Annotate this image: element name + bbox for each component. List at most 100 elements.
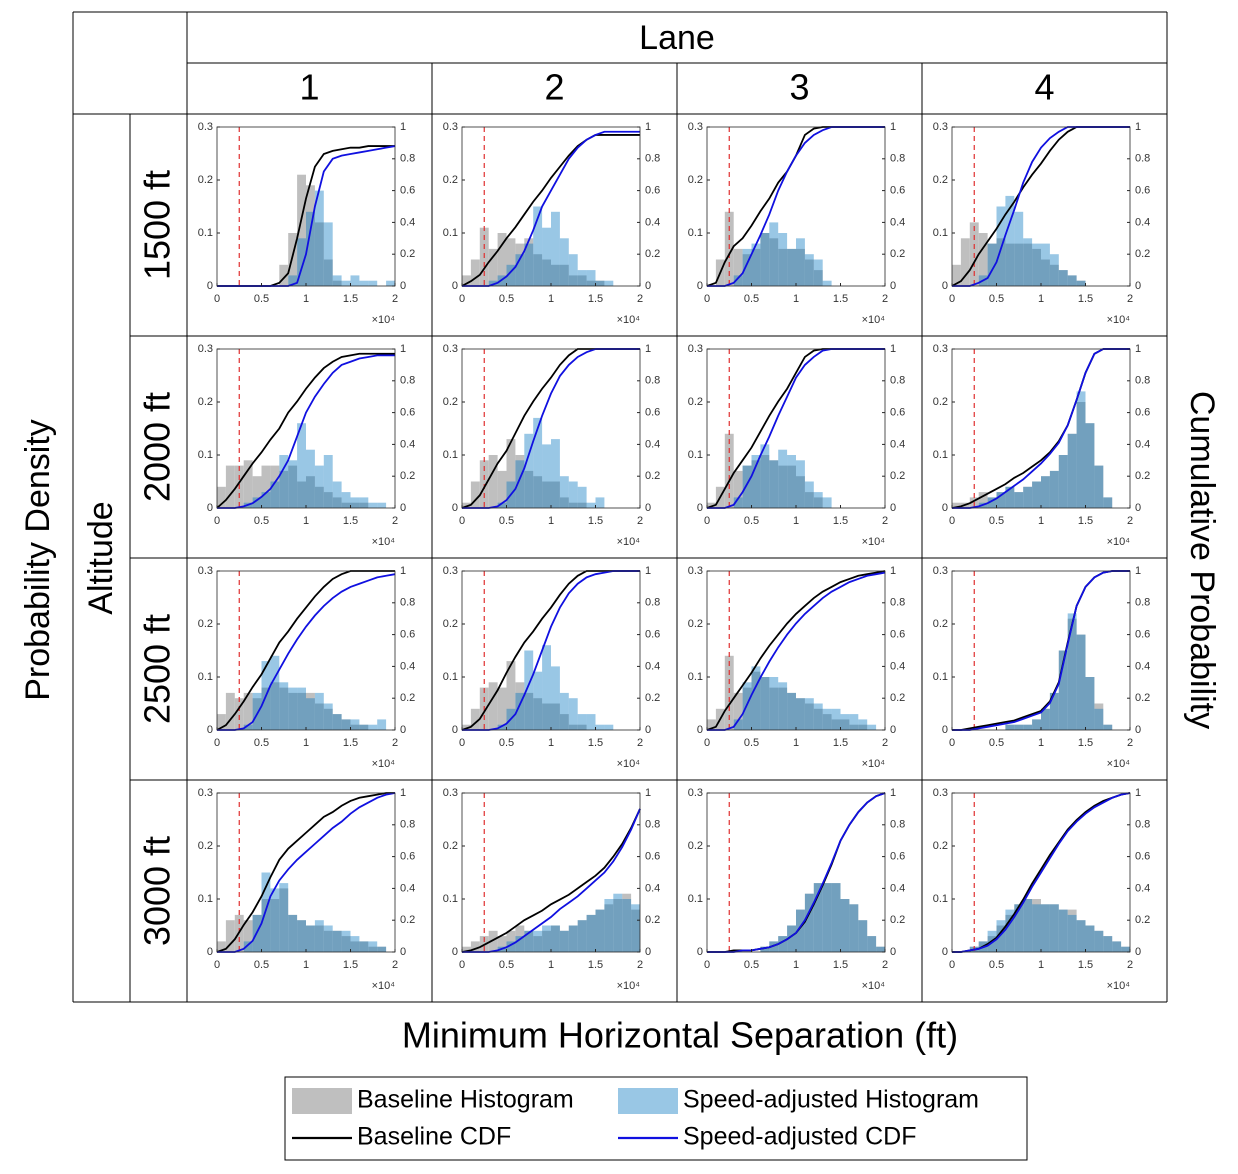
x-tick-label: 1	[1038, 737, 1044, 749]
histogram-bar	[769, 677, 779, 730]
y-tick-label: 0.1	[688, 671, 703, 683]
histogram-bar	[952, 264, 961, 286]
histogram-bar	[279, 883, 289, 952]
legend-box	[284, 1076, 1028, 1161]
histogram-bar	[577, 920, 587, 952]
y-tick-label: 0.3	[688, 121, 703, 133]
histogram-bar	[1058, 455, 1068, 508]
histogram-bar	[1058, 455, 1068, 508]
histogram-bar	[314, 222, 324, 286]
y2-tick-label: 1	[1135, 565, 1141, 577]
histogram-bar	[876, 946, 885, 952]
x-tick-label: 2	[882, 737, 888, 749]
histogram-bar	[595, 724, 605, 730]
x-tick-label: 1	[793, 293, 799, 305]
y-tick-label: 0.1	[688, 893, 703, 905]
histogram-bar	[270, 888, 280, 952]
y2-tick-label: 0	[890, 502, 896, 514]
subplot: 0 0.5 1 1.5 2 ×10⁴ 0 0.1 0.2 0.3 0 0.2 0.4 0.6 0.8 1	[443, 565, 661, 770]
histogram-bar	[796, 698, 805, 730]
histogram-bar	[849, 724, 859, 730]
cdf-line	[217, 573, 396, 731]
histogram-bar	[252, 476, 262, 508]
histogram-bar	[1085, 677, 1095, 730]
y-tick-label: 0.3	[198, 565, 213, 577]
x-exponent-label: ×10⁴	[862, 758, 886, 770]
histogram-bar	[1005, 909, 1015, 952]
subplot: 0 0.5 1 1.5 2 ×10⁴ 0 0.1 0.2 0.3 0 0.2 0.4 0.6 0.8 1	[198, 121, 416, 326]
y-tick-label: 0.3	[933, 343, 948, 355]
histogram-bar	[1005, 243, 1015, 286]
subplot: 0 0.5 1 1.5 2 ×10⁴ 0 0.1 0.2 0.3 0 0.2 0.4 0.6 0.8 1	[933, 565, 1151, 770]
table-grid	[72, 11, 1168, 1003]
x-tick-label: 0.5	[499, 515, 514, 527]
y-tick-label: 0	[452, 280, 458, 292]
histogram-bar	[751, 671, 761, 730]
cdf-line	[462, 808, 641, 953]
histogram-bar	[996, 238, 1006, 286]
histogram-bar	[1094, 930, 1104, 952]
histogram-bar	[1112, 941, 1122, 952]
histogram-bar	[1085, 423, 1095, 508]
x-tick-label: 1	[793, 737, 799, 749]
histogram-bar	[261, 492, 271, 508]
histogram-bar	[323, 259, 333, 286]
histogram-bar	[804, 893, 814, 952]
row-label: 2500 ft	[137, 614, 178, 724]
x-tick-label: 0	[214, 515, 220, 527]
histogram-bar	[270, 655, 280, 730]
histogram-bar	[1067, 914, 1077, 952]
histogram-bar	[234, 698, 244, 730]
histogram-bar	[551, 666, 560, 730]
histogram-bar	[831, 719, 841, 730]
histogram-bar	[751, 455, 761, 508]
histogram-bar	[488, 682, 498, 730]
y-tick-label: 0.1	[443, 893, 458, 905]
y-tick-label: 0.2	[443, 396, 458, 408]
x-tick-label: 0	[704, 959, 710, 971]
y2-tick-label: 0	[1135, 280, 1141, 292]
x-tick-label: 1	[548, 293, 554, 305]
x-exponent-label: ×10⁴	[372, 758, 396, 770]
histogram-bar	[840, 714, 850, 730]
y-tick-label: 0.2	[198, 618, 213, 630]
column-label: 4	[1034, 67, 1054, 108]
histogram-bar	[1023, 486, 1033, 508]
y-tick-label: 0.1	[443, 227, 458, 239]
y2-tick-label: 0.6	[400, 851, 415, 863]
histogram-bar	[1103, 497, 1113, 508]
histogram-bar	[252, 692, 262, 730]
x-tick-label: 1	[548, 515, 554, 527]
y2-tick-label: 0.4	[890, 216, 905, 228]
y-tick-label: 0	[452, 502, 458, 514]
y-tick-label: 0.3	[688, 343, 703, 355]
histogram-bar	[323, 703, 333, 730]
row-label: 2000 ft	[137, 392, 178, 502]
histogram-bar	[760, 677, 770, 730]
y2-tick-label: 0.4	[890, 660, 905, 672]
x-tick-label: 2	[392, 737, 398, 749]
histogram-bar	[497, 470, 507, 508]
y2-tick-label: 0.4	[645, 216, 660, 228]
y2-tick-label: 0.4	[645, 882, 660, 894]
histogram-bar	[733, 719, 743, 730]
histogram-bar	[796, 248, 805, 286]
histogram-bar	[796, 909, 805, 952]
cdf-line	[461, 808, 641, 953]
y2-tick-label: 1	[890, 787, 896, 799]
histogram-bar	[270, 481, 280, 508]
histogram-bar	[306, 449, 315, 508]
x-tick-label: 0.5	[989, 959, 1004, 971]
histogram-bar	[261, 899, 271, 952]
y2-tick-label: 0.8	[400, 375, 415, 387]
histogram-bar	[996, 920, 1006, 952]
histogram-bar	[533, 936, 543, 952]
histogram-bar	[1076, 634, 1086, 730]
histogram-bar	[1014, 904, 1024, 952]
histogram-bar	[577, 920, 587, 952]
x-exponent-label: ×10⁴	[617, 758, 641, 770]
y2-tick-label: 0.6	[645, 629, 660, 641]
y2-tick-label: 0.2	[400, 248, 415, 260]
histogram-bar	[225, 920, 235, 952]
x-tick-label: 1.5	[588, 959, 603, 971]
